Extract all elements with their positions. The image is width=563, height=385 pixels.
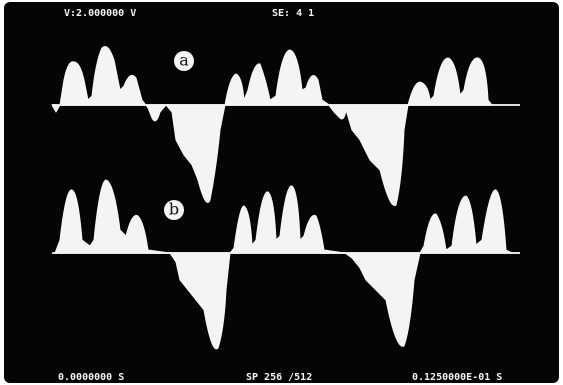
samples-label: SP 256 /512 bbox=[246, 372, 312, 383]
trace-label: a bbox=[179, 51, 189, 70]
start-time-label: 0.0000000 S bbox=[58, 372, 124, 383]
end-time-label: 0.1250000E-01 S bbox=[412, 372, 502, 383]
page: V:2.000000 V SE: 4 1 a b 0.0000000 S SP … bbox=[0, 0, 563, 385]
trace-label: b bbox=[169, 200, 179, 219]
oscilloscope-screen: V:2.000000 V SE: 4 1 a b 0.0000000 S SP … bbox=[0, 0, 563, 385]
setting-label: SE: 4 1 bbox=[272, 8, 314, 19]
voltage-label: V:2.000000 V bbox=[64, 8, 136, 19]
